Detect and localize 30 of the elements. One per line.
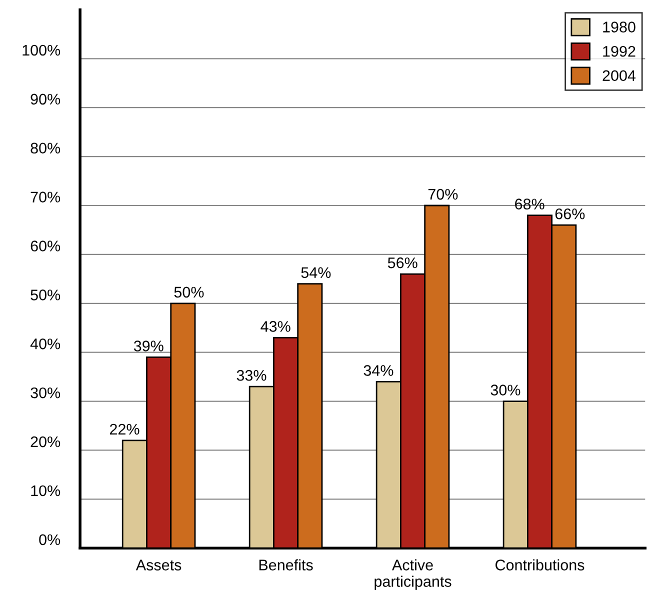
data-label: 54% <box>301 267 331 278</box>
legend-label: 1980 <box>603 22 636 32</box>
y-tick-label: 20% <box>30 436 60 448</box>
x-tick-label: Assets <box>136 560 182 570</box>
data-label: 43% <box>260 321 290 332</box>
x-tick-label: Contributions <box>496 559 584 570</box>
y-tick-label: 90% <box>30 94 60 105</box>
y-tick-label: 30% <box>30 387 60 398</box>
data-label: 22% <box>110 424 140 435</box>
y-tick-label: 80% <box>30 142 60 154</box>
legend-label: 1992 <box>603 46 636 57</box>
y-tick-label: 40% <box>30 338 60 350</box>
x-tick-label: Benefits <box>259 559 313 570</box>
data-label: 68% <box>515 198 544 210</box>
x-tick-label: Active participants <box>374 559 452 590</box>
y-tick-label: 50% <box>30 290 60 300</box>
data-label: 66% <box>555 208 585 220</box>
data-label: 34% <box>364 365 394 376</box>
y-tick-label: 10% <box>31 485 60 496</box>
y-tick-label: 0% <box>39 534 60 546</box>
data-label: 70% <box>428 188 458 200</box>
legend-label: 2004 <box>602 70 636 82</box>
y-tick-label: 100% <box>22 44 60 56</box>
data-label: 56% <box>388 257 418 268</box>
data-label: 30% <box>490 384 520 396</box>
y-tick-label: 60% <box>30 240 60 252</box>
data-label: 50% <box>174 286 204 298</box>
y-tick-label: 70% <box>30 192 60 202</box>
data-label: 33% <box>236 370 266 381</box>
data-label: 39% <box>134 340 164 352</box>
